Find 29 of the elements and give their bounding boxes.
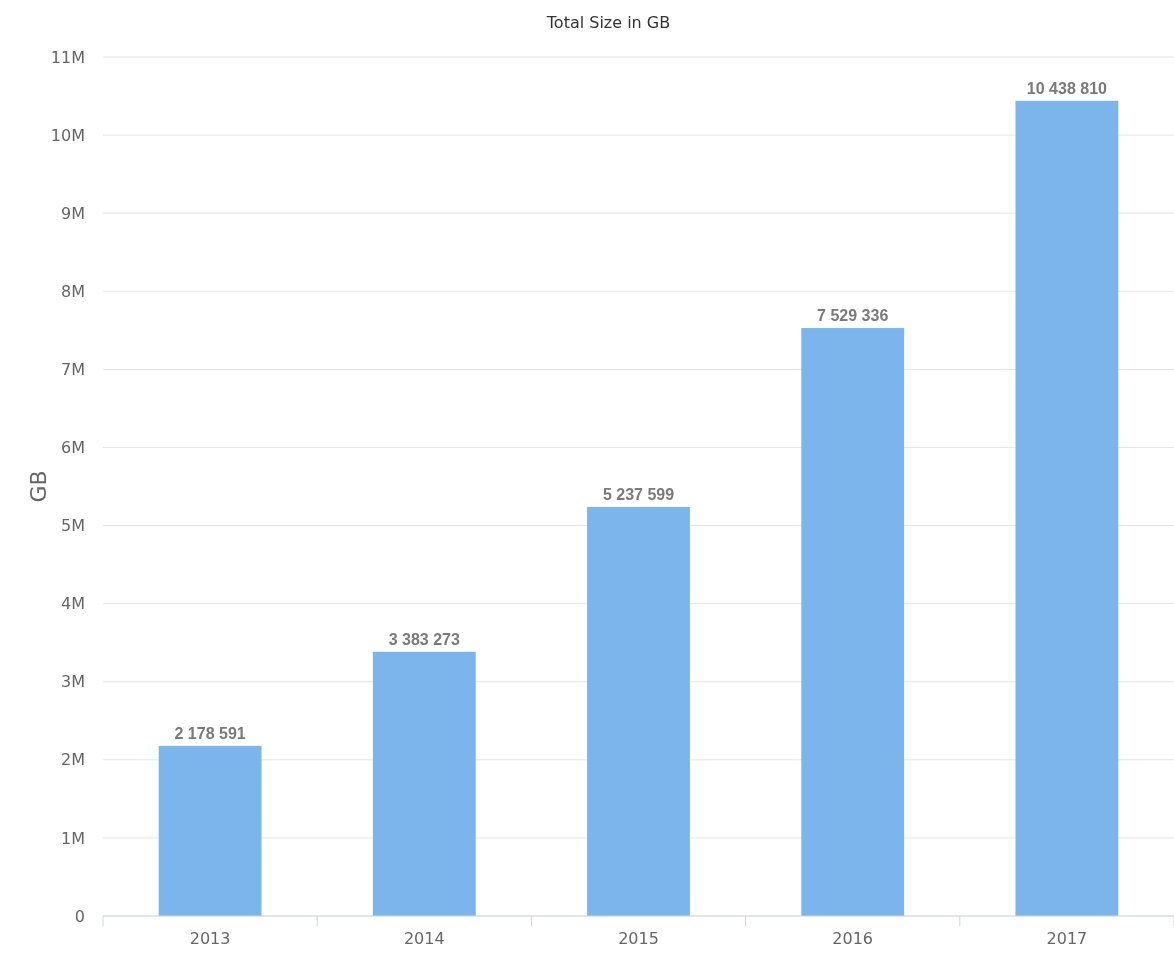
x-tick-label: 2016 [832,929,874,948]
y-tick-label: 5M [61,516,85,536]
y-tick-label: 8M [61,281,85,301]
y-tick-label: 10M [50,125,85,145]
y-tick-label: 11M [50,47,85,67]
x-tick-label: 2015 [618,929,659,948]
y-tick-label: 1M [61,828,85,848]
x-tick-label: 2017 [1046,929,1088,948]
y-tick-label: 0 [74,906,85,926]
y-tick-label: 3M [61,672,85,692]
bar [158,745,262,916]
data-label: 5 237 599 [602,485,675,503]
y-tick-label: 9M [61,203,85,223]
y-tick-label: 6M [61,438,85,458]
bar [1015,100,1119,916]
y-axis-title: GB [26,470,51,503]
data-label: 3 383 273 [388,630,460,648]
x-tick-label: 2013 [189,929,231,948]
y-tick-label: 2M [61,750,85,770]
data-label: 7 529 336 [817,307,889,325]
data-label: 2 178 591 [174,724,246,742]
y-tick-label: 7M [61,359,85,379]
y-tick-label: 4M [61,594,85,614]
bar [587,506,690,916]
data-label: 10 438 810 [1026,79,1108,97]
x-tick-label: 2014 [403,929,445,948]
chart-title: Total Size in GB [545,13,671,32]
bar [801,328,905,916]
bar [372,651,476,916]
